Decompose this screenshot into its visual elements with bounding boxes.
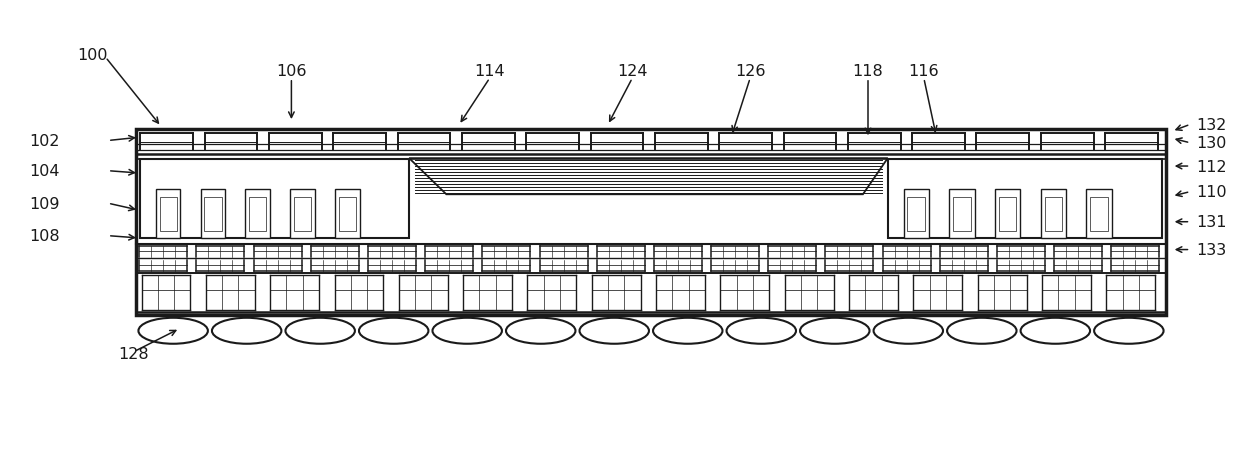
Bar (136, 130, 1166, 315)
Bar (335, 190, 360, 239)
Text: 118: 118 (853, 64, 883, 79)
Circle shape (947, 318, 1017, 344)
Bar (160, 197, 177, 232)
Text: 106: 106 (277, 64, 306, 79)
Text: 116: 116 (909, 64, 939, 79)
Text: 128: 128 (118, 347, 149, 362)
Bar (156, 190, 181, 239)
Bar (290, 190, 315, 239)
Circle shape (139, 318, 208, 344)
Bar (954, 197, 971, 232)
Circle shape (800, 318, 869, 344)
Text: 104: 104 (29, 164, 60, 179)
Circle shape (727, 318, 796, 344)
Text: 124: 124 (618, 64, 647, 79)
Bar (904, 190, 929, 239)
Circle shape (579, 318, 649, 344)
Polygon shape (409, 159, 888, 195)
Circle shape (506, 318, 575, 344)
Text: 100: 100 (77, 48, 108, 63)
Circle shape (1094, 318, 1163, 344)
Circle shape (285, 318, 355, 344)
Text: 108: 108 (29, 229, 60, 244)
Bar (950, 190, 975, 239)
Text: 132: 132 (1197, 118, 1226, 132)
Bar (339, 197, 356, 232)
Text: 126: 126 (735, 64, 765, 79)
Bar (140, 160, 409, 239)
Circle shape (212, 318, 281, 344)
Circle shape (873, 318, 942, 344)
Text: 130: 130 (1197, 136, 1226, 151)
Bar (294, 197, 311, 232)
Bar (1086, 190, 1111, 239)
Bar (201, 190, 226, 239)
Text: 110: 110 (1197, 185, 1228, 200)
Circle shape (433, 318, 502, 344)
Text: 131: 131 (1197, 215, 1228, 230)
Circle shape (360, 318, 429, 344)
Circle shape (653, 318, 723, 344)
Text: 109: 109 (29, 196, 60, 211)
Circle shape (1021, 318, 1090, 344)
Text: 102: 102 (29, 134, 60, 149)
Text: 114: 114 (475, 64, 505, 79)
Bar (205, 197, 222, 232)
Bar (1040, 190, 1066, 239)
Bar (246, 190, 270, 239)
Text: 133: 133 (1197, 243, 1226, 257)
Bar (888, 160, 1162, 239)
Text: 112: 112 (1197, 159, 1228, 174)
Bar (908, 197, 925, 232)
Bar (999, 197, 1017, 232)
Bar (1044, 197, 1063, 232)
Bar (1090, 197, 1107, 232)
Bar (249, 197, 267, 232)
Bar (994, 190, 1021, 239)
